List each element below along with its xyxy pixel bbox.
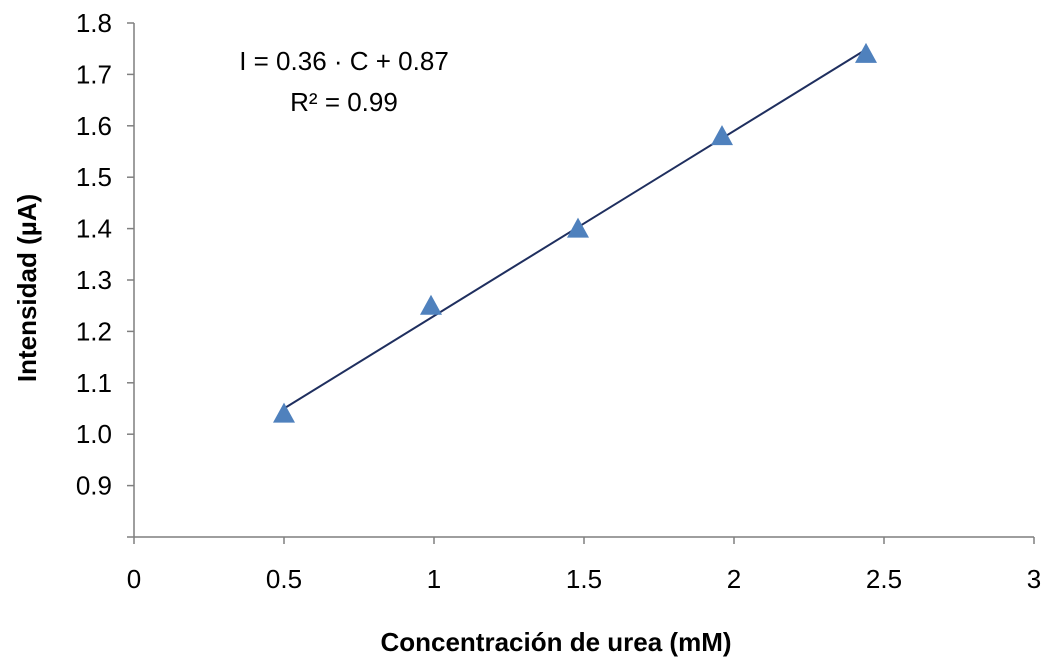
data-point-marker [273, 402, 295, 423]
y-tick-label: 1.3 [76, 265, 112, 295]
data-points [273, 42, 877, 423]
y-tick-label: 1.6 [76, 111, 112, 141]
y-tick-label: 1.0 [76, 419, 112, 449]
x-tick-label: 2.5 [866, 564, 902, 594]
r-squared-label: R² = 0.99 [290, 87, 398, 117]
x-axis-title: Concentración de urea (mM) [380, 627, 731, 657]
y-tick-label: 1.4 [76, 214, 112, 244]
y-tick-label: 1.7 [76, 59, 112, 89]
data-point-marker [420, 294, 442, 315]
x-tick-label: 1.5 [566, 564, 602, 594]
trendline-equation: I = 0.36 · C + 0.87 [239, 46, 449, 76]
y-tick-label: 1.2 [76, 316, 112, 346]
y-tick-label: 1.5 [76, 162, 112, 192]
y-axis-title: Intensidad (µA) [12, 194, 42, 382]
x-tick-label: 2 [727, 564, 741, 594]
x-axis-ticks: 0 0.5 1 1.5 2 2.5 3 [127, 537, 1041, 594]
x-tick-label: 0.5 [266, 564, 302, 594]
x-tick-label: 1 [427, 564, 441, 594]
y-axis-ticks: 0.9 1.0 1.1 1.2 1.3 1.4 1.5 1.6 1.7 1.8 [76, 8, 134, 538]
axes [133, 23, 1034, 538]
y-tick-label: 1.8 [76, 8, 112, 38]
data-point-marker [855, 42, 877, 63]
data-point-marker [567, 217, 589, 238]
x-tick-label: 3 [1027, 564, 1041, 594]
data-point-marker [711, 125, 733, 146]
y-tick-label: 1.1 [76, 368, 112, 398]
x-tick-label: 0 [127, 564, 141, 594]
y-tick-label: 0.9 [76, 471, 112, 501]
